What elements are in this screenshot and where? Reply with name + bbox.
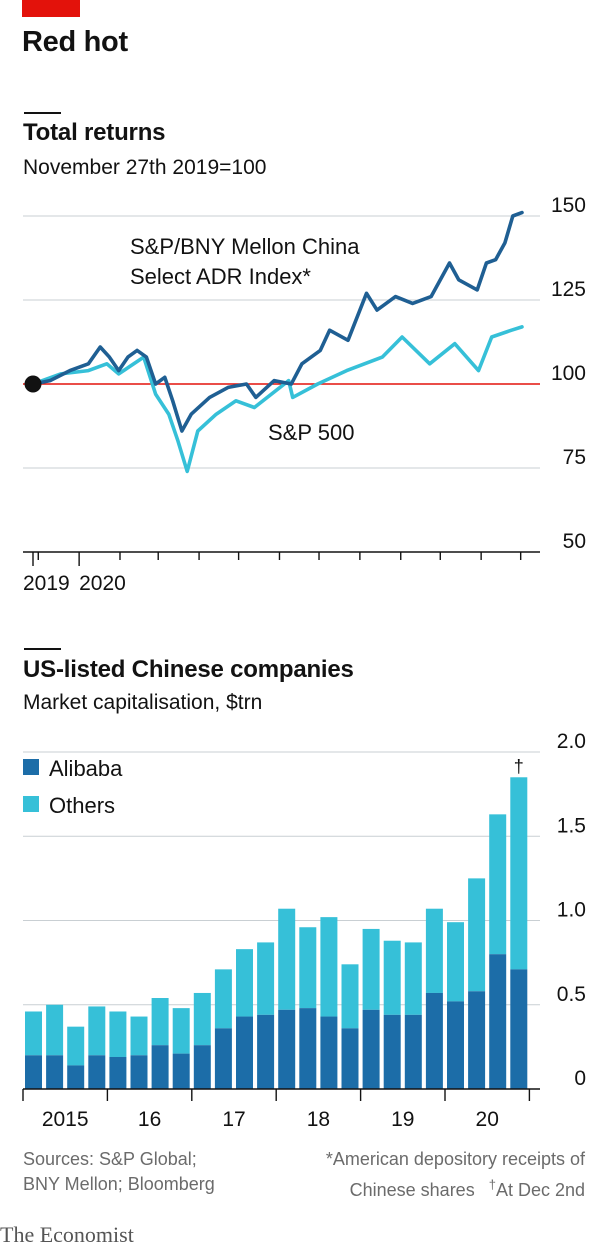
sources-line-1: Sources: S&P Global; (23, 1149, 197, 1169)
footnote-adr: *American depository receipts of (325, 1149, 585, 1169)
bar-others (214, 969, 232, 1029)
x-tick-label-16: 16 (138, 1108, 161, 1131)
y-tick-150: 150 (551, 194, 586, 217)
economist-logo: The Economist (0, 1222, 134, 1247)
bar-others (257, 942, 275, 1015)
bar-others (447, 922, 464, 1002)
y-tick-1.5: 1.5 (557, 814, 586, 837)
chart1-rule (24, 112, 61, 114)
y-tick-100: 100 (551, 362, 586, 385)
china-adr-label-1: S&P/BNY Mellon China (130, 234, 360, 259)
y-tick-0.5: 0.5 (557, 983, 586, 1006)
footnote-dagger: † (488, 1177, 496, 1192)
china-adr-series-line (31, 210, 524, 433)
bar-others (25, 1011, 42, 1056)
bar-alibaba (278, 1009, 296, 1089)
bar-others (130, 1016, 148, 1056)
y-tick-125: 125 (551, 278, 586, 301)
bar-others (193, 992, 211, 1046)
bar-alibaba (67, 1065, 85, 1089)
bar-alibaba (447, 1001, 464, 1089)
china-adr-label-2: Select ADR Index* (130, 264, 311, 289)
y-tick-50: 50 (563, 530, 586, 553)
bar-others (468, 878, 486, 992)
footnote-at-dec: At Dec 2nd (495, 1180, 585, 1200)
chart2-subtitle: Market capitalisation, $trn (23, 691, 263, 714)
x-tick-label-20: 20 (476, 1108, 499, 1131)
bar-alibaba (404, 1014, 422, 1089)
footnote-chinese-shares: Chinese shares (349, 1180, 475, 1200)
footnote-date: Chinese shares †At Dec 2nd (350, 1172, 585, 1203)
market-cap-bar-chart: 2.0 1.5 1.0 0.5 0 † 2015 16 17 18 19 20 Alibaba Other… (22, 730, 586, 1131)
x-tick-label-2015: 2015 (42, 1108, 89, 1131)
bar-alibaba (341, 1028, 359, 1089)
bar-alibaba (299, 1008, 317, 1089)
bar-others (299, 927, 317, 1009)
legend-swatch-alibaba (23, 759, 39, 775)
chart1-subtitle: November 27th 2019=100 (23, 156, 267, 179)
bar-others (109, 1011, 127, 1057)
x-tick-label-17: 17 (222, 1108, 245, 1131)
x-tick-label-2020: 2020 (79, 572, 126, 595)
bar-others (404, 942, 422, 1015)
bar-alibaba (257, 1014, 275, 1089)
headline: Red hot (22, 26, 128, 58)
bar-alibaba (214, 1028, 232, 1089)
bar-others (46, 1004, 64, 1056)
y-tick-1.0: 1.0 (557, 899, 586, 922)
bar-others (425, 908, 443, 993)
bar-others (172, 1008, 190, 1054)
y-tick-2.0: 2.0 (557, 730, 586, 753)
last-bar-dagger: † (514, 756, 524, 776)
bar-alibaba (25, 1055, 42, 1089)
bar-alibaba (510, 969, 528, 1089)
chart2-rule (24, 648, 61, 650)
bar-others (489, 814, 507, 955)
bar-others (383, 940, 401, 1015)
bar-others (510, 777, 528, 970)
legend-swatch-others (23, 796, 39, 812)
bar-alibaba (88, 1055, 106, 1089)
bar-alibaba (46, 1055, 64, 1089)
bar-others (278, 908, 296, 1010)
bar-alibaba (236, 1016, 253, 1089)
sources-line-2: BNY Mellon; Bloomberg (23, 1174, 215, 1194)
bar-alibaba (383, 1014, 401, 1089)
bar-alibaba (425, 992, 443, 1089)
bar-alibaba (320, 1016, 338, 1089)
x-tick-label-2019: 2019 (23, 572, 70, 595)
start-point-marker (24, 375, 42, 393)
sp500-label: S&P 500 (268, 420, 354, 445)
legend-label-others: Others (49, 793, 115, 818)
sp500-series-line (31, 325, 524, 474)
x-tick-label-19: 19 (391, 1108, 414, 1131)
bar-others (88, 1006, 106, 1056)
bar-alibaba (151, 1045, 169, 1089)
y-tick-0: 0 (574, 1067, 586, 1090)
bar-alibaba (489, 954, 507, 1089)
bar-others (362, 928, 380, 1010)
bar-others (151, 998, 169, 1046)
red-tag (22, 0, 80, 17)
x-tick-label-18: 18 (307, 1108, 330, 1131)
chart1-title: Total returns (23, 119, 166, 146)
bar-others (236, 949, 253, 1017)
bar-alibaba (362, 1009, 380, 1089)
bar-alibaba (130, 1055, 148, 1089)
returns-line-chart: 150 125 100 75 50 2019 2020 S&P/BNY Mellon Chin… (23, 194, 586, 595)
bar-others (341, 964, 359, 1029)
chart2-title: US-listed Chinese companies (23, 656, 354, 683)
y-tick-75: 75 (563, 446, 586, 469)
bar-alibaba (193, 1045, 211, 1089)
bar-others (320, 917, 338, 1017)
bar-alibaba (172, 1053, 190, 1089)
bar-alibaba (109, 1056, 127, 1089)
bar-others (67, 1026, 85, 1066)
bar-alibaba (468, 991, 486, 1089)
legend-label-alibaba: Alibaba (49, 756, 123, 781)
